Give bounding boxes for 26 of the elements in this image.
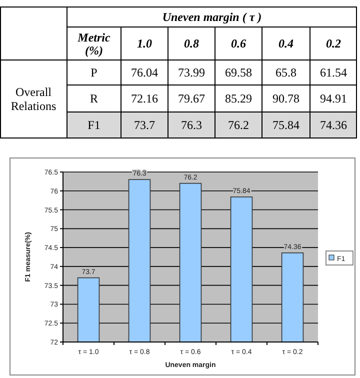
data-label: 79.67 (178, 92, 205, 106)
data-label: 73.7 (134, 118, 155, 132)
data-label: 65.8 (276, 66, 296, 80)
data-label: 75.84 (272, 118, 300, 132)
data-label: 72.16 (131, 92, 158, 106)
text: Metric (%) (76, 30, 111, 58)
y-tick-label: F1 (88, 118, 100, 132)
data-label: 94.91 (320, 92, 347, 106)
y-tick-label: R (90, 92, 98, 106)
y-tick-label: P (90, 66, 98, 80)
x-tick-label: 0.6 (231, 36, 246, 50)
data-label: 73.99 (178, 66, 205, 80)
data-label: 69.58 (225, 66, 252, 80)
data-label: 85.29 (225, 92, 252, 106)
x-tick-label: 0.8 (184, 36, 199, 50)
y-axis-title: Overall Relations (10, 85, 56, 113)
data-label: 76.2 (228, 118, 249, 132)
x-tick-label: 0.2 (326, 36, 341, 50)
data-label: 90.78 (272, 92, 300, 106)
data-label: 61.54 (320, 66, 347, 80)
data-label: 76.04 (131, 66, 158, 80)
chart-title: Uneven margin ( τ ) (162, 10, 262, 24)
data-label: 74.36 (320, 118, 347, 132)
x-tick-label: 0.4 (278, 36, 294, 50)
data-label: 76.3 (181, 118, 202, 132)
x-tick-label: 1.0 (137, 36, 152, 50)
